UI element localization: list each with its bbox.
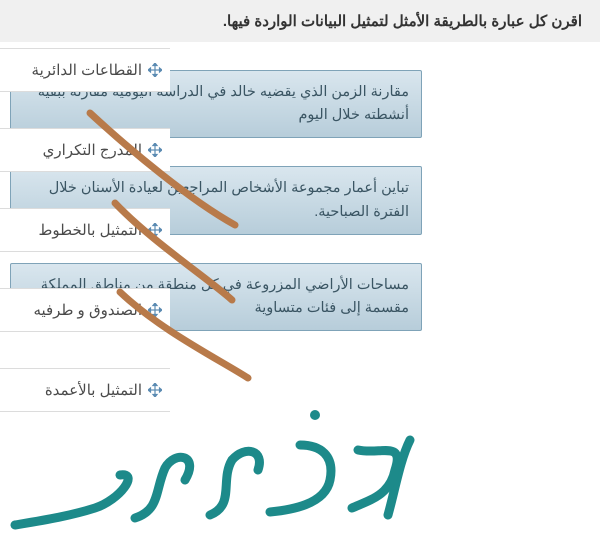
draggable-option[interactable]: التمثيل بالأعمدة <box>0 368 170 412</box>
move-icon <box>148 303 162 317</box>
option-label: الصندوق و طرفيه <box>33 301 142 319</box>
option-label: التمثيل بالخطوط <box>39 221 142 239</box>
draggable-option[interactable]: التمثيل بالخطوط <box>0 208 170 252</box>
move-icon <box>148 223 162 237</box>
move-icon <box>148 63 162 77</box>
question-title: اقرن كل عبارة بالطريقة الأمثل لتمثيل الب… <box>223 13 582 30</box>
move-icon <box>148 383 162 397</box>
draggable-option[interactable]: الصندوق و طرفيه <box>0 288 170 332</box>
draggable-options-column: القطاعات الدائرية المدرج التكراري التمثي… <box>0 48 170 448</box>
option-label: المدرج التكراري <box>43 141 142 159</box>
option-label: القطاعات الدائرية <box>32 61 142 79</box>
move-icon <box>148 143 162 157</box>
draggable-option[interactable]: القطاعات الدائرية <box>0 48 170 92</box>
draggable-option[interactable]: المدرج التكراري <box>0 128 170 172</box>
matching-area: مقارنة الزمن الذي يقضيه خالد في الدراسة … <box>0 42 600 70</box>
option-label: التمثيل بالأعمدة <box>45 381 142 399</box>
question-header: اقرن كل عبارة بالطريقة الأمثل لتمثيل الب… <box>0 0 600 42</box>
